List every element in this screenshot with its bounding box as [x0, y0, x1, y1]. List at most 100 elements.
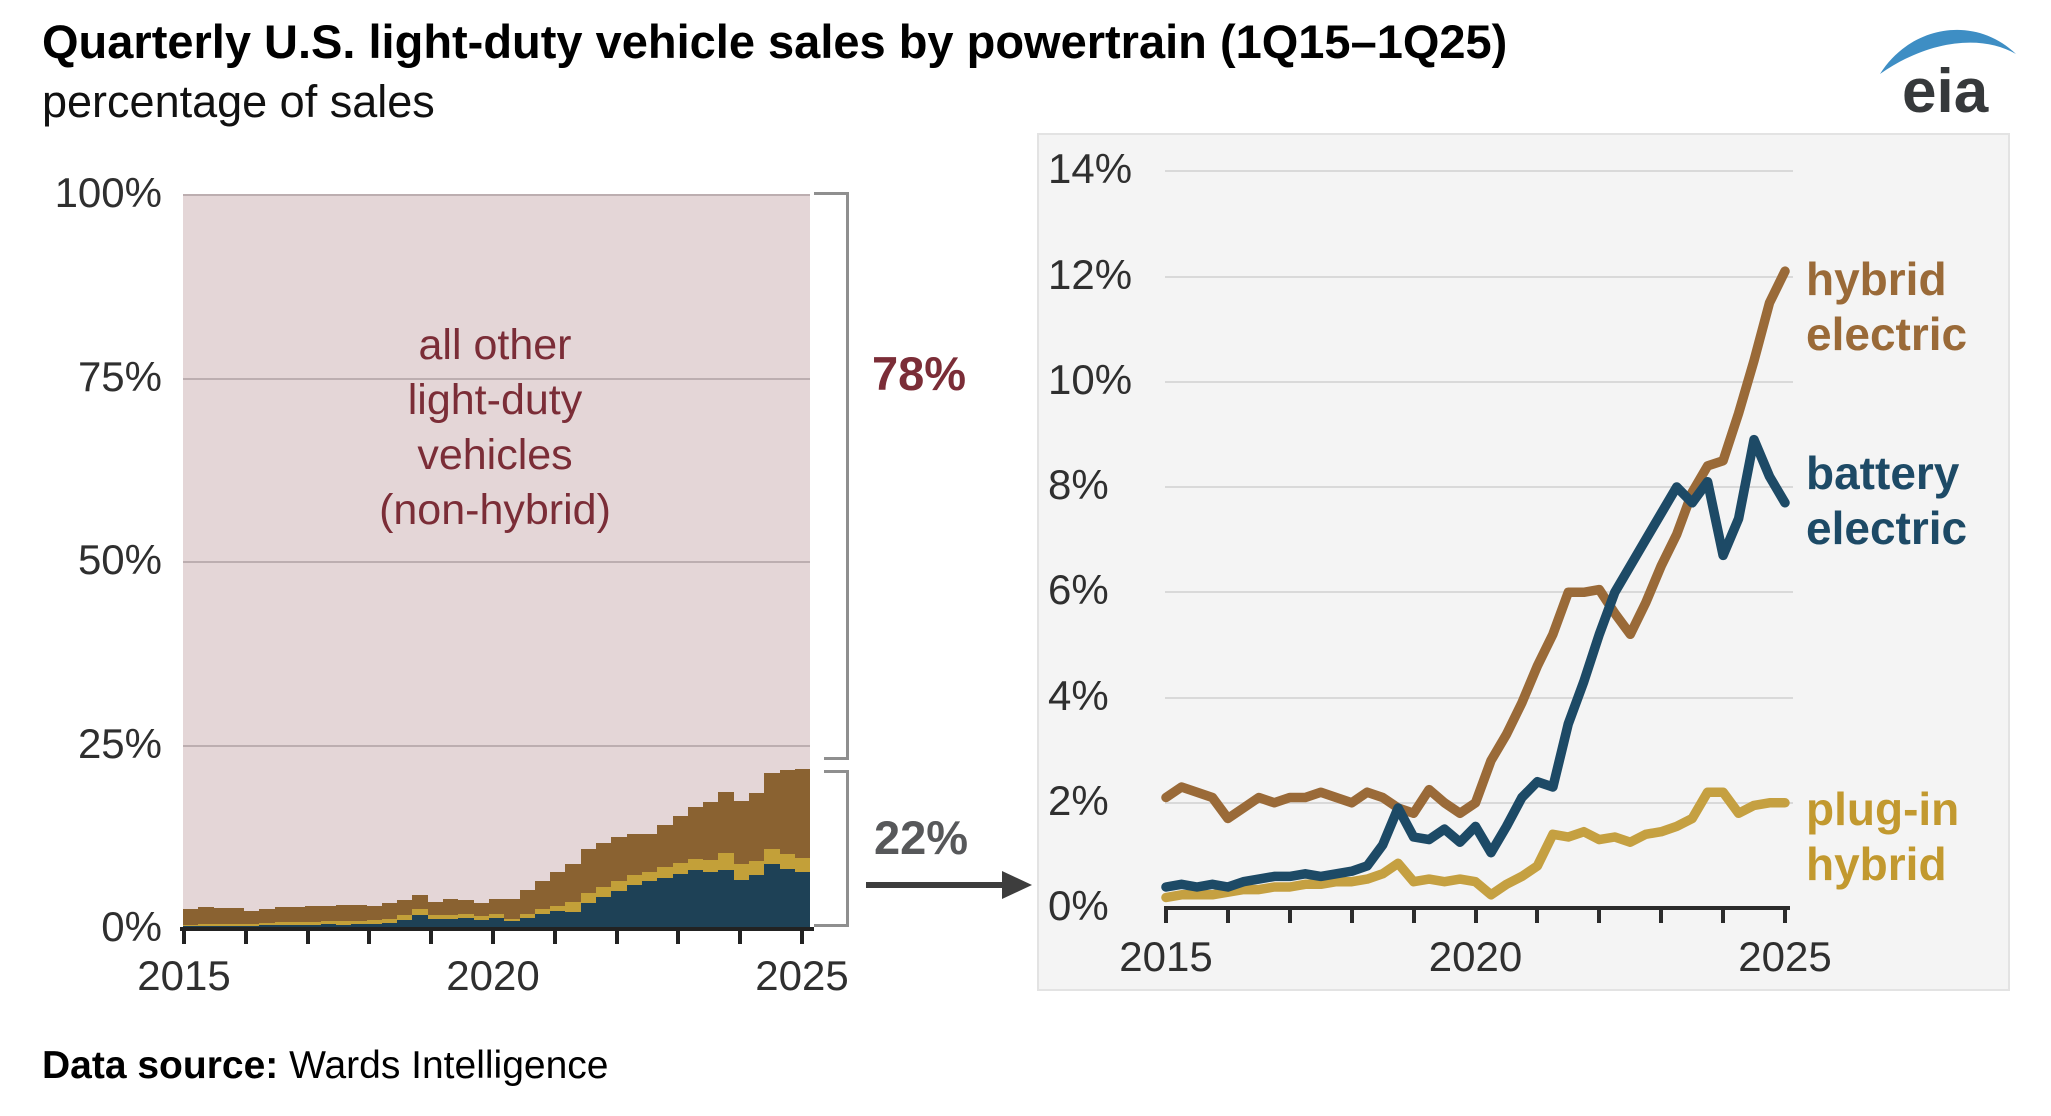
bar-segment-hybrid-electric	[198, 907, 214, 924]
bar-segment-battery-electric	[473, 919, 489, 929]
left-x-tick	[738, 931, 743, 944]
stacked-bar	[473, 195, 489, 929]
bar-segment-plug-in-hybrid	[626, 875, 642, 885]
bar-segment-battery-electric	[580, 903, 597, 929]
bar-segment-hybrid-electric	[412, 894, 428, 909]
bar-segment-battery-electric	[672, 873, 688, 929]
bracket-78-bottom-cap	[824, 757, 849, 760]
bar-segment-plug-in-hybrid	[764, 849, 780, 864]
right-gridline	[1165, 591, 1793, 594]
stacked-bar	[198, 195, 214, 929]
stacked-bar	[626, 195, 642, 929]
bar-segment-plug-in-hybrid	[198, 923, 214, 926]
page-title: Quarterly U.S. light-duty vehicle sales …	[42, 15, 1508, 68]
right-x-tick	[1535, 910, 1540, 923]
left-y-axis-label: 0%	[101, 903, 162, 950]
right-x-tick	[1783, 910, 1787, 923]
bar-segment-battery-electric	[794, 872, 811, 929]
bracket-22-vertical	[846, 770, 849, 927]
non-hybrid-area-label: all other light-duty vehicles (non-hybri…	[295, 318, 695, 538]
bar-segment-hybrid-electric	[550, 871, 566, 906]
bar-segment-battery-electric	[733, 879, 749, 929]
bar-segment-plug-in-hybrid	[611, 881, 627, 891]
right-x-tick	[1349, 910, 1354, 923]
bar-segment-plug-in-hybrid	[519, 914, 535, 918]
stacked-bar	[351, 195, 367, 929]
bar-segment-hybrid-electric	[488, 899, 505, 914]
bar-segment-battery-electric	[320, 924, 336, 929]
left-x-tick	[800, 931, 804, 944]
bar-segment-battery-electric	[351, 924, 367, 929]
stacked-bar	[412, 195, 428, 929]
bar-segment-plug-in-hybrid	[397, 915, 413, 921]
right-x-tick	[1225, 910, 1230, 923]
bar-segment-plug-in-hybrid	[473, 915, 489, 920]
bar-segment-battery-electric	[611, 890, 627, 929]
bar-segment-battery-electric	[458, 918, 474, 929]
right-gridline	[1165, 486, 1793, 488]
right-y-axis-label: 6%	[1048, 566, 1109, 614]
bar-segment-hybrid-electric	[641, 833, 658, 873]
stacked-bar	[443, 195, 459, 929]
right-y-axis-label: 12%	[1048, 250, 1133, 298]
data-source-value: Wards Intelligence	[289, 1044, 609, 1087]
left-x-tick	[676, 931, 681, 944]
area-label-line: light-duty	[407, 376, 583, 425]
bar-segment-plug-in-hybrid	[290, 921, 306, 925]
stacked-bar	[748, 195, 765, 929]
data-source-label: Data source:	[42, 1044, 279, 1087]
stacked-bar	[611, 195, 627, 929]
bar-segment-plug-in-hybrid	[351, 920, 367, 925]
bar-segment-hybrid-electric	[183, 909, 199, 925]
stacked-bar	[794, 195, 811, 929]
stacked-bar	[641, 195, 658, 929]
bar-segment-plug-in-hybrid	[596, 886, 612, 898]
stacked-bar	[183, 195, 199, 929]
left-x-axis-label: 2020	[446, 952, 540, 999]
bar-segment-plug-in-hybrid	[183, 924, 199, 927]
bar-segment-plug-in-hybrid	[259, 922, 275, 926]
bar-segment-plug-in-hybrid	[244, 923, 260, 927]
stacked-bar	[764, 195, 780, 929]
bar-segment-battery-electric	[596, 897, 612, 929]
bar-segment-hybrid-electric	[687, 806, 704, 859]
left-x-tick	[614, 931, 619, 944]
bar-segment-battery-electric	[335, 924, 352, 929]
series-label-plug-in-hybrid: plug-in hybrid	[1806, 782, 1959, 892]
bar-segment-plug-in-hybrid	[320, 920, 336, 925]
bar-segment-battery-electric	[366, 923, 382, 929]
bar-segment-plug-in-hybrid	[703, 860, 719, 873]
stacked-bar	[213, 195, 229, 929]
stacked-bar	[274, 195, 291, 929]
right-chart-x-axis	[1164, 906, 1790, 910]
bar-segment-battery-electric	[274, 924, 291, 929]
stacked-bar	[504, 195, 520, 929]
bar-segment-plug-in-hybrid	[228, 923, 245, 926]
bar-segment-hybrid-electric	[351, 905, 367, 921]
bar-segment-battery-electric	[504, 921, 520, 929]
series-label-text: electric	[1806, 308, 1968, 361]
bar-segment-hybrid-electric	[764, 773, 780, 850]
right-x-axis-label: 2015	[1119, 933, 1213, 980]
bar-segment-plug-in-hybrid	[427, 915, 444, 920]
right-gridline	[1165, 801, 1793, 804]
stacked-bar	[305, 195, 321, 929]
right-y-axis-label: 14%	[1048, 145, 1133, 193]
right-y-axis-label: 4%	[1048, 671, 1109, 719]
bar-segment-hybrid-electric	[626, 833, 642, 876]
stacked-bar	[733, 195, 749, 929]
series-label-text: plug-in	[1806, 783, 1960, 835]
left-y-axis-label: 75%	[77, 352, 162, 400]
bar-segment-plug-in-hybrid	[794, 857, 811, 873]
bar-segment-hybrid-electric	[580, 849, 597, 894]
stacked-bar	[779, 195, 795, 929]
bar-segment-plug-in-hybrid	[687, 858, 704, 871]
bar-segment-hybrid-electric	[366, 905, 382, 921]
bar-segment-battery-electric	[427, 919, 444, 929]
stacked-bar	[290, 195, 306, 929]
bar-segment-hybrid-electric	[305, 906, 321, 922]
right-y-axis-label: 0%	[1048, 882, 1109, 929]
left-x-axis-label: 2025	[755, 952, 849, 999]
bar-segment-hybrid-electric	[397, 900, 413, 916]
bar-segment-hybrid-electric	[335, 905, 352, 922]
